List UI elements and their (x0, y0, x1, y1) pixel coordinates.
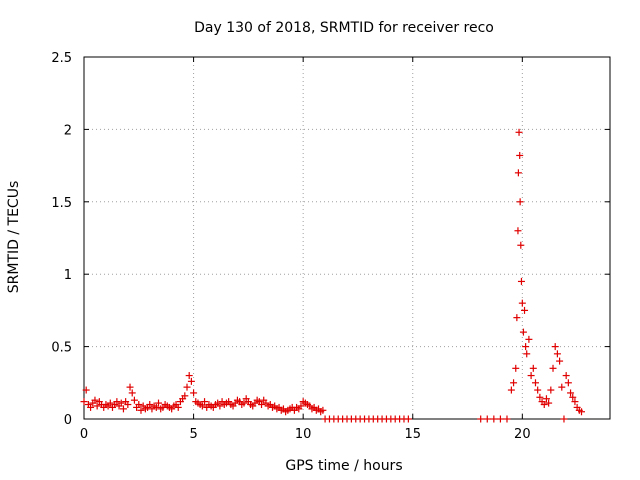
y-tick-label: 1 (64, 268, 72, 283)
data-point (128, 389, 136, 397)
data-point (556, 357, 564, 365)
data-point (507, 386, 515, 394)
data-point (569, 393, 577, 401)
data-point (113, 398, 121, 406)
data-point (490, 415, 498, 423)
data-point (512, 364, 520, 372)
data-point (521, 306, 529, 314)
y-axis-label: SRMTID / TECUs (6, 181, 22, 294)
data-point (483, 415, 491, 423)
data-point (540, 401, 548, 409)
data-point (124, 401, 132, 409)
data-point (91, 396, 99, 404)
data-points (80, 128, 586, 423)
data-point (522, 343, 530, 351)
data-point (240, 399, 248, 407)
data-point (542, 395, 550, 403)
y-tick-label: 2.5 (51, 51, 72, 66)
data-point (93, 402, 101, 410)
data-point (517, 241, 525, 249)
data-point (183, 383, 191, 391)
data-point (562, 372, 570, 380)
data-point (517, 277, 525, 285)
data-point (513, 314, 521, 322)
x-tick-label: 10 (295, 427, 312, 442)
data-point (551, 343, 559, 351)
data-point (216, 402, 224, 410)
data-point (519, 328, 527, 336)
grid-lines (84, 57, 610, 419)
data-point (137, 406, 145, 414)
data-point (571, 398, 579, 406)
y-tick-label: 2 (64, 123, 72, 138)
data-point (518, 299, 526, 307)
x-tick-label: 5 (189, 427, 197, 442)
data-point (477, 415, 485, 423)
data-point (155, 399, 163, 407)
data-point (126, 383, 134, 391)
data-point (567, 389, 575, 397)
data-point (297, 402, 305, 410)
y-tick-label: 0.5 (51, 341, 72, 356)
data-point (564, 379, 572, 387)
data-point (106, 399, 114, 407)
data-point (135, 401, 143, 409)
data-point (515, 128, 523, 136)
y-tick-label: 0 (64, 413, 72, 428)
data-point (531, 379, 539, 387)
data-point (146, 401, 154, 409)
data-point (514, 169, 522, 177)
data-point (549, 364, 557, 372)
data-point (174, 403, 182, 411)
data-point (117, 399, 125, 407)
data-point (558, 383, 566, 391)
data-point (553, 350, 561, 358)
data-point (185, 372, 193, 380)
data-point (152, 403, 160, 411)
data-point (510, 379, 518, 387)
data-point (525, 335, 533, 343)
data-point (578, 408, 586, 416)
data-point (547, 386, 555, 394)
data-point (545, 399, 553, 407)
data-point (82, 386, 90, 394)
data-point (527, 372, 535, 380)
data-point (198, 402, 206, 410)
data-point (258, 401, 266, 409)
data-point (187, 377, 195, 385)
data-point (319, 406, 327, 414)
data-point (119, 405, 127, 413)
data-point (560, 415, 568, 423)
x-tick-label: 0 (80, 427, 88, 442)
x-tick-label: 20 (514, 427, 531, 442)
data-point (181, 392, 189, 400)
data-point (503, 415, 511, 423)
data-point (404, 415, 412, 423)
plot-frame (83, 56, 611, 420)
axis-ticks: 0 5 10 15 20 0 0.5 1 1.5 2 2.5 (51, 51, 610, 442)
data-point (516, 198, 524, 206)
data-point (536, 393, 544, 401)
data-point (190, 389, 198, 397)
data-point (516, 151, 524, 159)
data-point (80, 398, 88, 406)
x-axis-label: GPS time / hours (285, 458, 402, 474)
data-point (514, 227, 522, 235)
data-point (87, 403, 95, 411)
data-point (523, 350, 531, 358)
data-point (130, 396, 138, 404)
chart-title: Day 130 of 2018, SRMTID for receiver rec… (194, 20, 494, 36)
y-tick-label: 1.5 (51, 196, 72, 211)
data-point (529, 364, 537, 372)
data-point (534, 386, 542, 394)
x-tick-label: 15 (404, 427, 421, 442)
data-point (201, 398, 209, 406)
data-point (496, 415, 504, 423)
